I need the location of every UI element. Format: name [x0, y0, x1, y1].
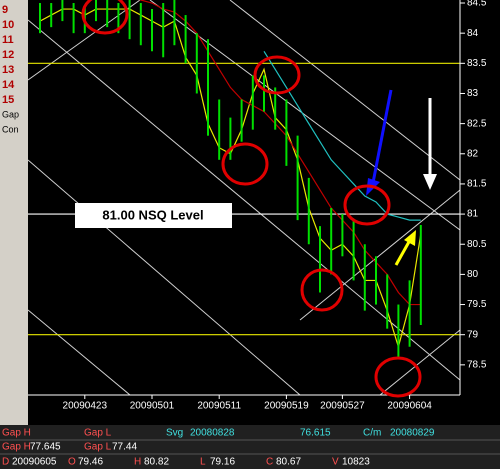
- status-label: C: [266, 457, 273, 468]
- annotation-circles: [81, 0, 422, 398]
- left-label: 13: [2, 64, 14, 76]
- x-tick-label: 20090423: [63, 401, 108, 412]
- status-value: 77.44: [112, 442, 137, 453]
- left-label: Gap: [2, 109, 19, 119]
- y-tick-label: 78.5: [467, 359, 487, 370]
- left-panel: [0, 0, 28, 425]
- y-tick-label: 83: [467, 88, 479, 99]
- status-label: D: [2, 457, 9, 468]
- x-tick-label: 20090519: [264, 401, 309, 412]
- status-label: O: [68, 457, 76, 468]
- left-label: 12: [2, 49, 14, 61]
- status-value: 77.645: [30, 442, 61, 453]
- arrows: [366, 89, 437, 266]
- status-value: 80.67: [276, 457, 301, 468]
- status-value: 79.46: [78, 457, 103, 468]
- y-tick-label: 80: [467, 269, 479, 280]
- left-label: 15: [2, 94, 14, 106]
- left-label: 11: [2, 34, 14, 46]
- status-text: C/m: [363, 428, 381, 439]
- status-value: 79.16: [210, 457, 235, 468]
- status-label: H: [134, 457, 141, 468]
- plot-area: [28, 0, 460, 395]
- y-tick-label: 81.5: [467, 179, 487, 190]
- status-value: 10823: [342, 457, 370, 468]
- status-bar: [0, 425, 500, 469]
- status-text: 20080829: [390, 428, 435, 439]
- x-tick-label: 20090501: [130, 401, 175, 412]
- status-text: Gap L: [84, 428, 112, 439]
- status-label: V: [332, 457, 339, 468]
- status-value: 20090605: [12, 457, 57, 468]
- left-label: Con: [2, 124, 19, 134]
- annotation-box: [75, 203, 232, 228]
- indicator-line: [263, 50, 421, 221]
- status-label: L: [200, 457, 206, 468]
- x-tick-label: 20090511: [197, 401, 241, 412]
- x-tick-label: 20090527: [320, 401, 365, 412]
- y-tick-label: 82: [467, 148, 479, 159]
- annotation-text: 81.00 NSQ Level: [102, 207, 203, 222]
- status-text: Gap H: [2, 428, 31, 439]
- left-label: 14: [2, 79, 15, 91]
- status-label: Gap H: [2, 442, 31, 453]
- y-tick-label: 79.5: [467, 299, 487, 310]
- y-tick-label: 81: [467, 209, 479, 220]
- left-label: 9: [2, 4, 8, 16]
- left-label: 10: [2, 19, 14, 31]
- indicator-line: [138, 0, 421, 306]
- status-text: 20080828: [190, 428, 235, 439]
- y-tick-label: 80.5: [467, 239, 487, 250]
- status-text: Svg: [166, 428, 183, 439]
- y-tick-label: 83.5: [467, 58, 487, 69]
- status-text: 76.615: [300, 428, 331, 439]
- status-label: Gap L: [84, 442, 112, 453]
- y-tick-label: 84: [467, 28, 479, 39]
- y-tick-label: 84.5: [467, 0, 487, 9]
- status-value: 80.82: [144, 457, 169, 468]
- y-tick-label: 82.5: [467, 118, 487, 129]
- x-tick-label: 20090604: [387, 401, 432, 412]
- y-tick-label: 79: [467, 329, 479, 340]
